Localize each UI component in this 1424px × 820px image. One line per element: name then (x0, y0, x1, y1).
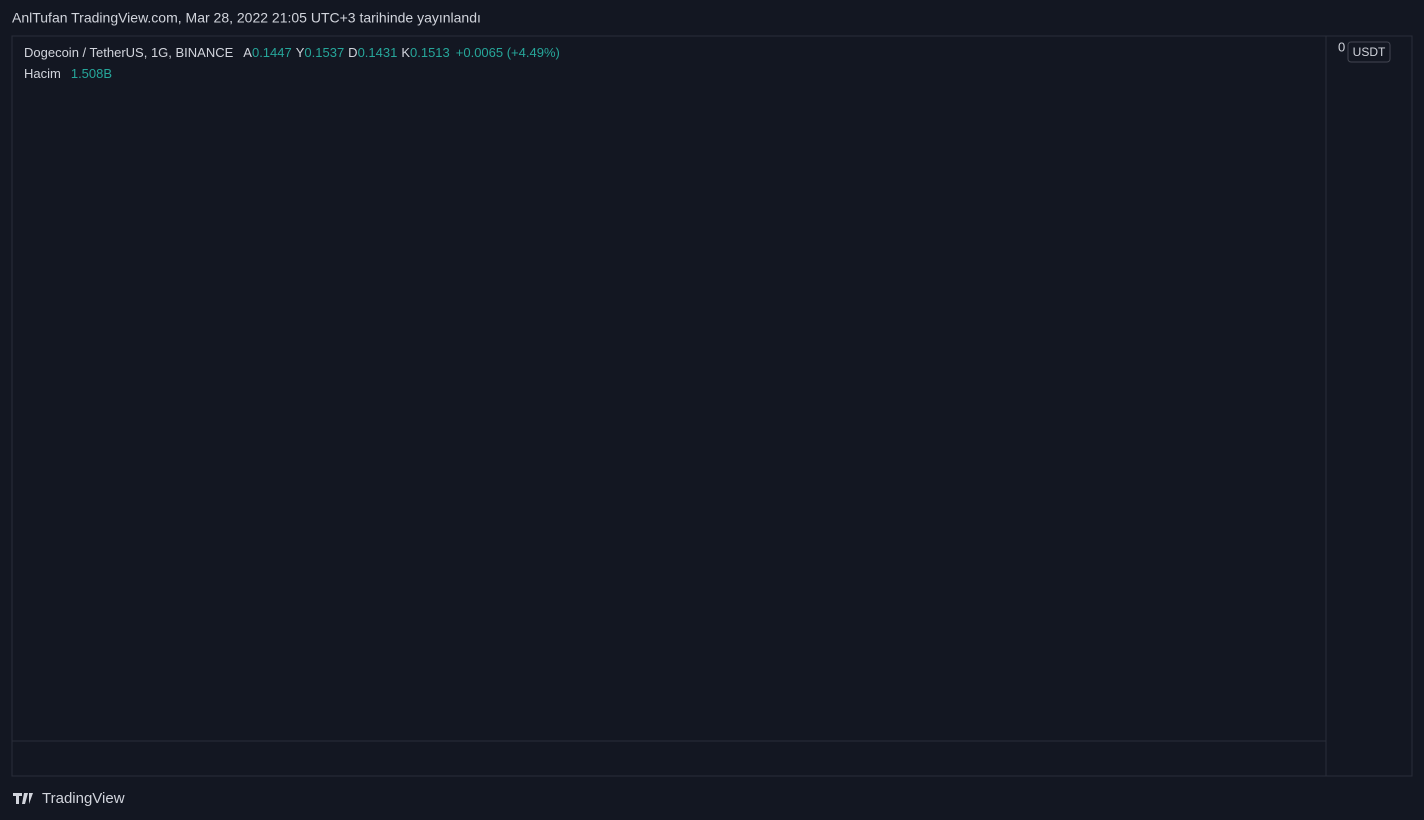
legend: Dogecoin / TetherUS, 1G, BINANCE A0.1447 Y… (24, 45, 560, 60)
ohlc-value: 0.1513 (410, 45, 450, 60)
currency[interactable]: USDT (1353, 45, 1386, 59)
ohlc-value: 0.1431 (358, 45, 398, 60)
footer: TradingView (42, 790, 125, 807)
logo (13, 793, 33, 804)
volume-last: 1.508B (71, 66, 112, 81)
currency-box[interactable] (1347, 41, 1391, 63)
symbol: Dogecoin / TetherUS, 1G, BINANCE (24, 45, 234, 60)
ohlc-value: 0.1537 (304, 45, 344, 60)
change: +0.0065 (+4.49%) (456, 45, 560, 60)
ohlc-value: 0.1447 (252, 45, 292, 60)
ohlc-name: A (243, 45, 252, 60)
ohlc-name: D (348, 45, 357, 60)
volume-name: Hacim (24, 66, 61, 81)
frame (11, 35, 1413, 777)
ohlc-name: Y (296, 45, 305, 60)
ohlc-name: K (401, 45, 410, 60)
volume-legend: Hacim 1.508B (24, 66, 112, 81)
header: AnlTufan TradingView.com, Mar 28, 2022 2… (12, 10, 481, 26)
axis-top-label: 0 (1338, 39, 1345, 54)
